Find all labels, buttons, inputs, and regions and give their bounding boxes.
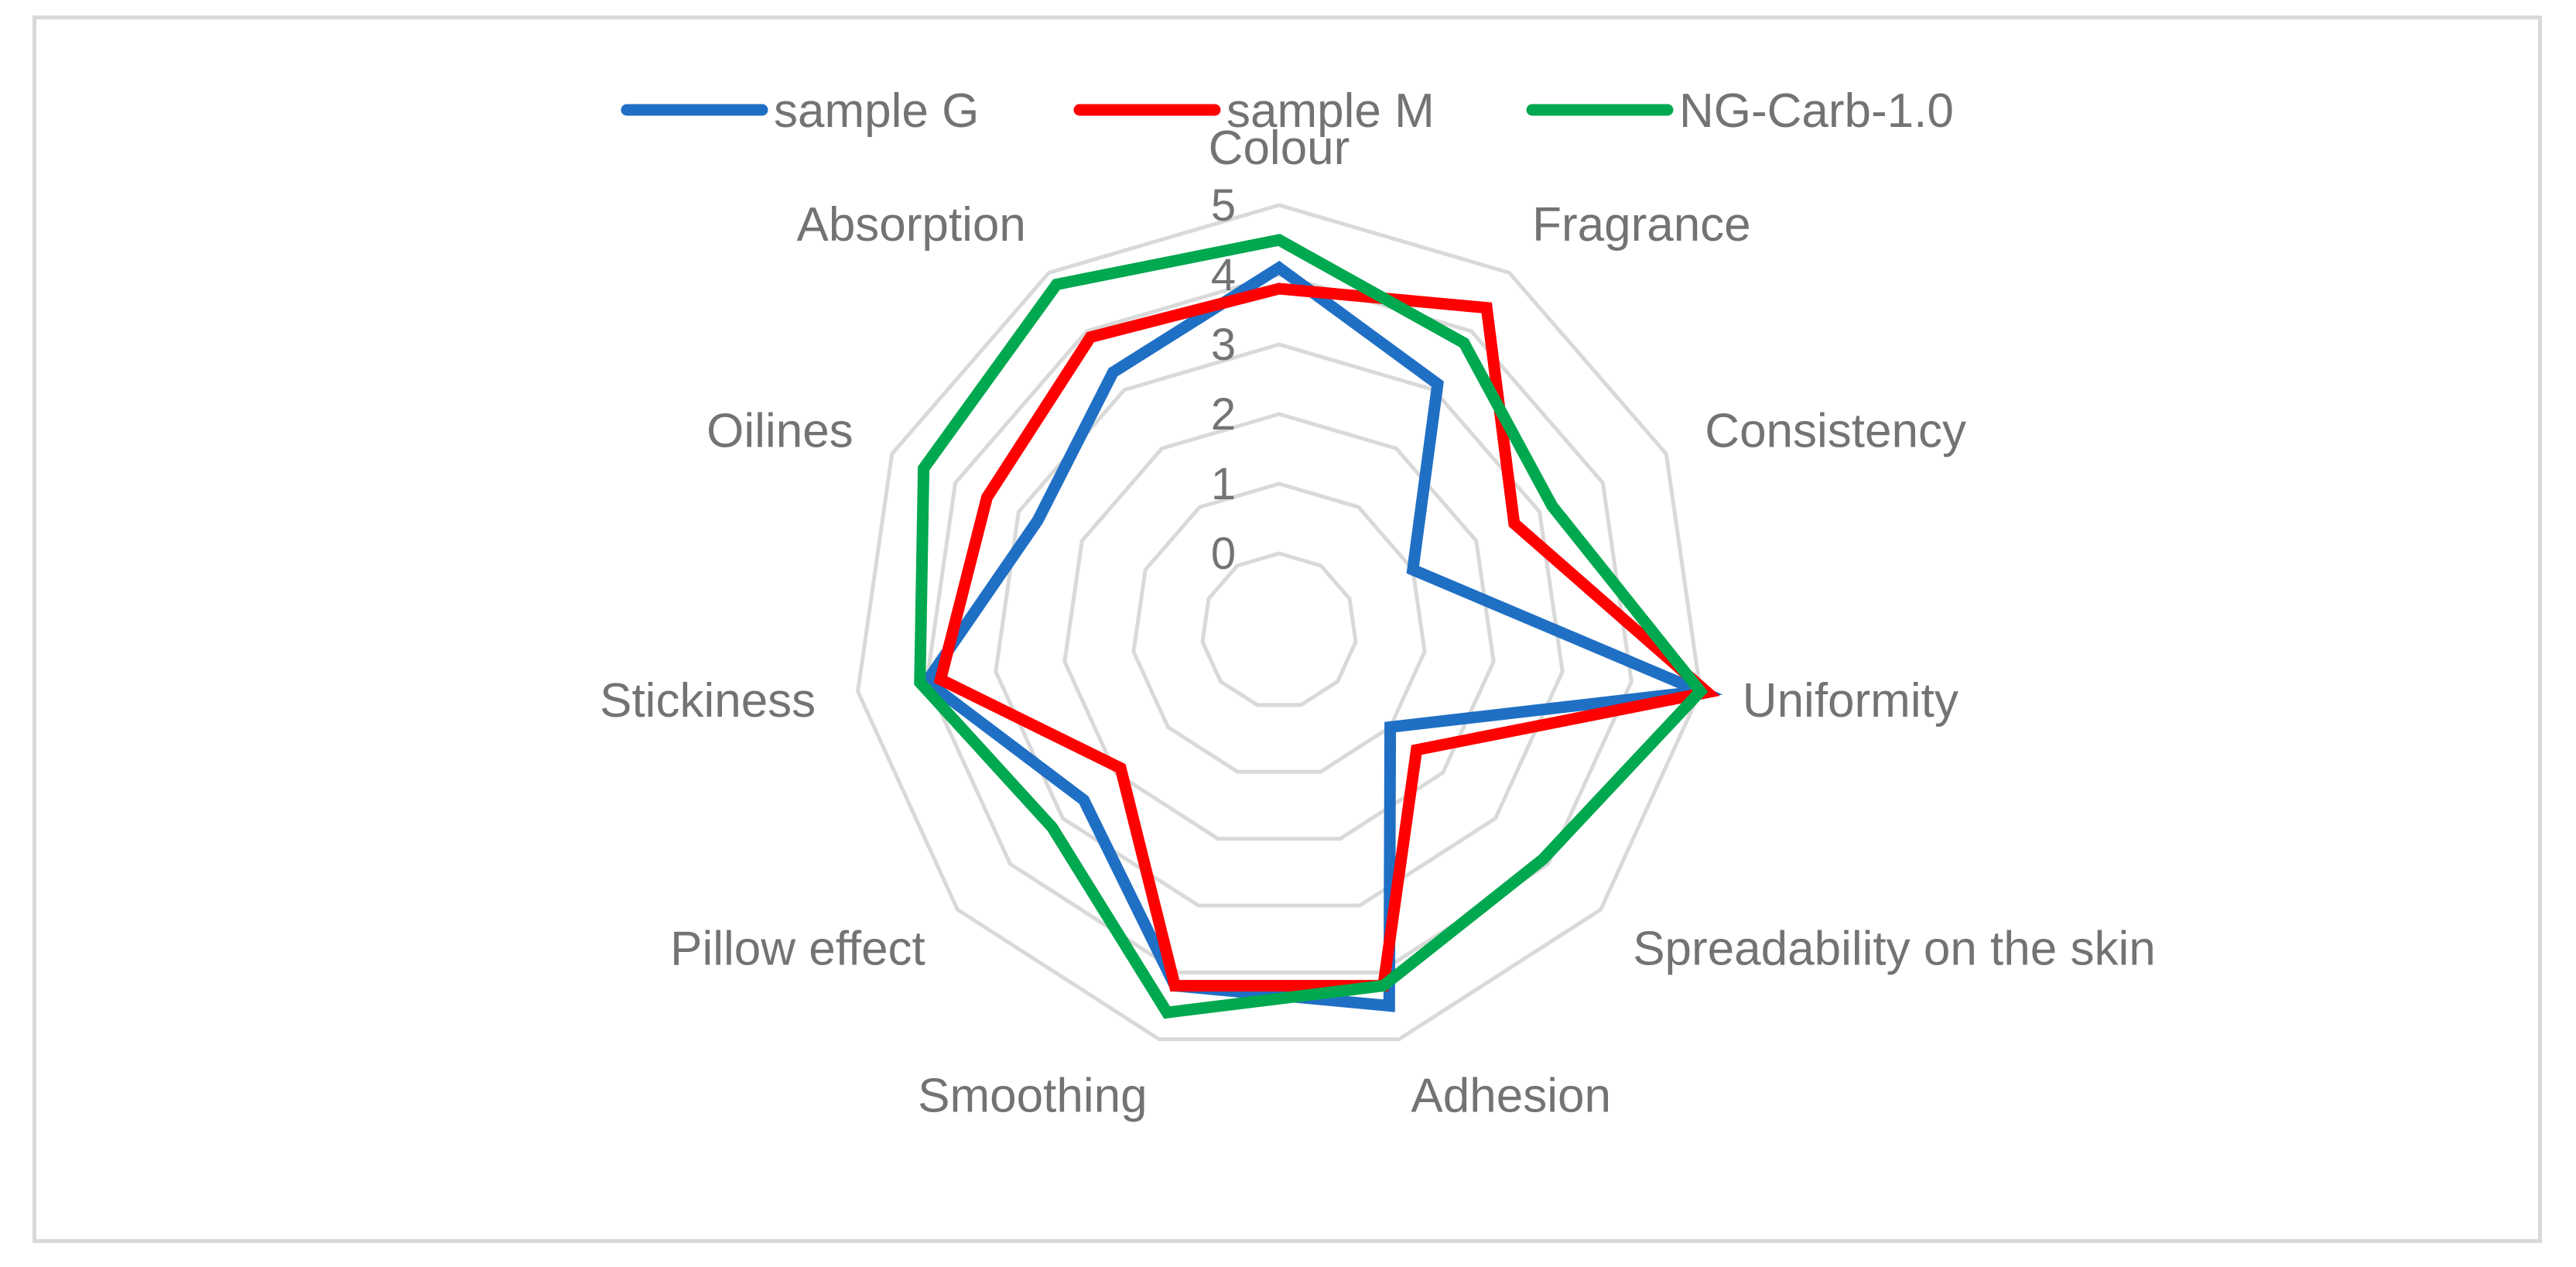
grid-ring-1 <box>1131 481 1427 774</box>
category-label-oilines: Oilines <box>706 404 854 457</box>
tick-label-1: 1 <box>1211 459 1236 509</box>
grid-ring-5 <box>856 203 1702 1042</box>
tick-label-3: 3 <box>1211 320 1236 370</box>
category-label-stickiness: Stickiness <box>600 674 816 728</box>
tick-label-0: 0 <box>1211 529 1236 579</box>
tick-label-2: 2 <box>1211 389 1236 440</box>
tick-labels: 0 1 2 3 4 5 <box>1211 180 1236 579</box>
category-label-consistency: Consistency <box>1705 404 1966 457</box>
category-label-colour: Colour <box>1209 122 1350 175</box>
legend-label-sample-g: sample G <box>774 84 979 138</box>
category-labels: Colour Fragrance Consistency Uniformity Spre… <box>600 122 2156 1123</box>
grid-ring-2 <box>1062 412 1496 841</box>
grid-ring-4 <box>925 272 1634 974</box>
legend-label-ng-carb-1-0: NG-Carb-1.0 <box>1679 84 1954 138</box>
series-group <box>914 234 1723 1019</box>
legend-label-sample-m: sample M <box>1226 84 1435 138</box>
tick-label-4: 4 <box>1211 250 1236 300</box>
category-label-pillow-effect: Pillow effect <box>670 922 925 975</box>
radar-grid <box>856 203 1702 1042</box>
legend: sample G sample M NG-Carb-1.0 <box>621 84 1954 138</box>
category-label-uniformity: Uniformity <box>1743 674 1959 728</box>
series-line-sample-g <box>919 260 1723 1012</box>
series-line-sample-m <box>933 283 1720 992</box>
tick-label-5: 5 <box>1211 180 1236 231</box>
grid-ring-0 <box>1200 551 1358 707</box>
category-label-smoothing: Smoothing <box>918 1070 1147 1123</box>
category-label-fragrance: Fragrance <box>1532 198 1751 252</box>
category-label-spreadability-on-the-skin: Spreadability on the skin <box>1633 922 2156 975</box>
series-line-ng-carb-1-0 <box>914 234 1709 1019</box>
category-label-adhesion: Adhesion <box>1411 1070 1611 1123</box>
category-label-absorption: Absorption <box>796 198 1025 252</box>
grid-ring-3 <box>994 342 1565 908</box>
